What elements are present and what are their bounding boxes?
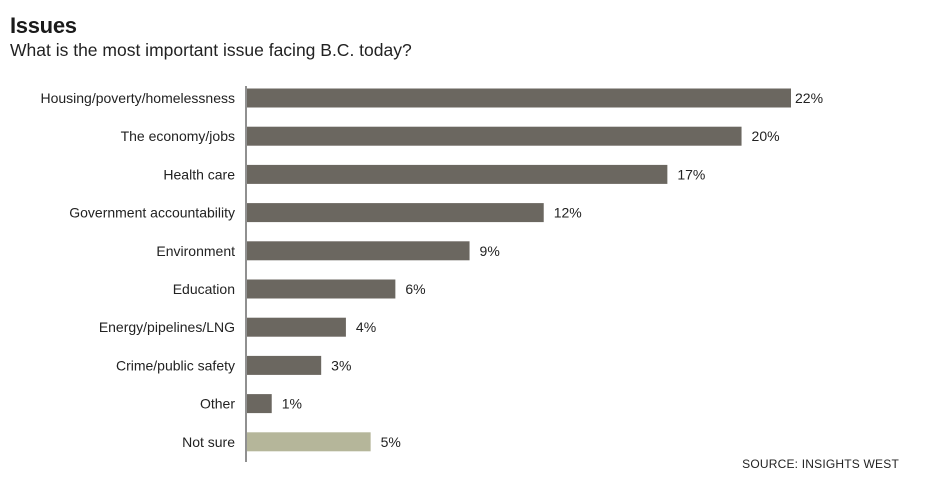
category-label: Other: [200, 396, 235, 412]
value-label: 20%: [752, 128, 780, 144]
source-note: SOURCE: INSIGHTS WEST: [742, 457, 899, 471]
value-label: 22%: [795, 90, 823, 106]
value-label: 17%: [677, 166, 705, 182]
category-label: Not sure: [182, 434, 235, 450]
chart-subtitle: What is the most important issue facing …: [10, 40, 412, 60]
category-label: Housing/poverty/homelessness: [40, 90, 235, 106]
category-label: Education: [173, 281, 235, 297]
bar: [247, 88, 791, 108]
bar: [247, 241, 470, 261]
category-label: Health care: [163, 166, 235, 182]
bars-layer: Housing/poverty/homelessness 22% The econo…: [40, 88, 823, 452]
value-label: 12%: [554, 205, 582, 221]
category-label: Environment: [156, 243, 235, 259]
bar: [247, 432, 371, 452]
category-label: Government accountability: [69, 205, 235, 221]
value-label: 6%: [405, 281, 425, 297]
bar: [247, 355, 322, 375]
bar: [247, 317, 346, 337]
value-label: 3%: [331, 357, 351, 373]
category-label: The economy/jobs: [121, 128, 235, 144]
category-label: Energy/pipelines/LNG: [99, 319, 235, 335]
bar: [247, 164, 668, 184]
value-label: 1%: [282, 396, 302, 412]
value-label: 4%: [356, 319, 376, 335]
bar: [247, 279, 396, 299]
bar: [247, 126, 742, 146]
chart-title: Issues: [10, 13, 77, 38]
bar: [247, 394, 272, 414]
category-label: Crime/public safety: [116, 357, 235, 373]
value-label: 5%: [381, 434, 401, 450]
bar: [247, 203, 544, 223]
value-label: 9%: [480, 243, 500, 259]
